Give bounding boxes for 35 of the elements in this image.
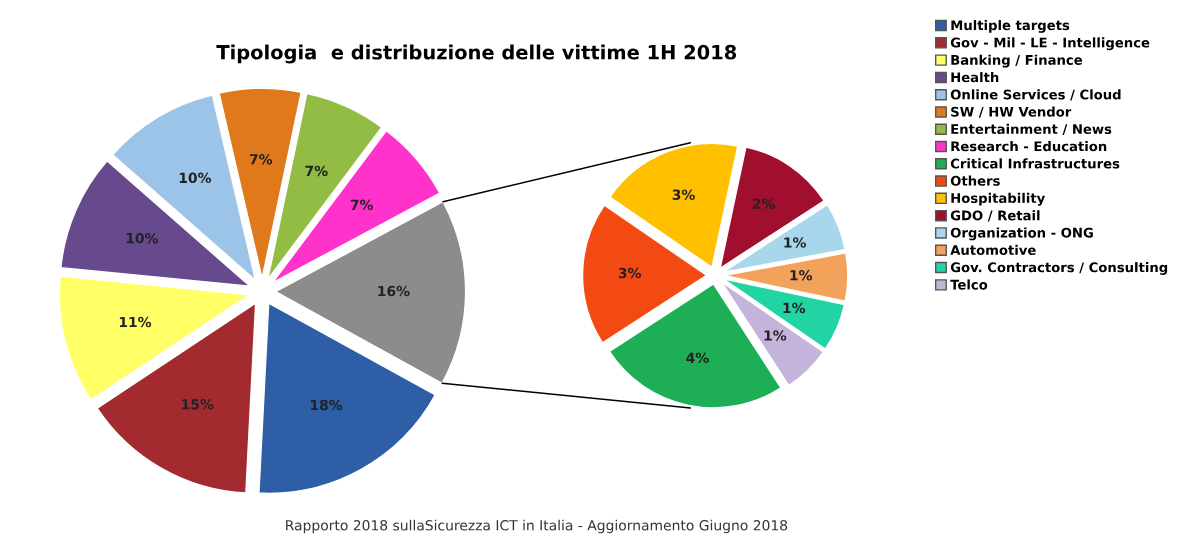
legend-label: Banking / Finance [951, 54, 1083, 68]
data-label: 4% [686, 352, 709, 364]
data-label: 15% [182, 399, 214, 410]
data-label: 3% [618, 267, 642, 279]
legend-label: Gov - Mil - LE - Intelligence [950, 37, 1150, 51]
legend-label: Online Services / Cloud [950, 89, 1121, 101]
data-label: 11% [119, 316, 152, 328]
text: Tipologia e distribuzione delle vittime 1H 2018 [216, 44, 737, 64]
legend-label: SW / HW Vendor [951, 106, 1072, 118]
legend-label: Multiple targets [951, 19, 1070, 33]
data-label: 3% [672, 189, 695, 200]
legend-label: Critical Infrastructures [950, 158, 1120, 169]
data-label: 1% [784, 237, 806, 248]
legend-label: Others [950, 175, 1000, 186]
legend-label: Entertainment / News [951, 123, 1112, 136]
data-label: 7% [350, 199, 374, 211]
legend-label: Research - Education [951, 141, 1107, 152]
data-label: 10% [179, 172, 212, 184]
legend-label: GDO / Retail [950, 210, 1040, 222]
data-label: 1% [783, 302, 806, 314]
legend-label: Organization - ONG [950, 227, 1093, 241]
legend-label: Hospitability [951, 192, 1046, 206]
legend-label: Telco [950, 279, 988, 290]
data-label: 7% [249, 153, 273, 165]
data-label: 1% [764, 330, 787, 341]
data-label: 2% [752, 198, 775, 209]
data-label: 18% [311, 399, 343, 411]
data-label: 1% [790, 270, 813, 281]
data-label: 7% [305, 165, 328, 177]
legend-label: Automotive [950, 244, 1036, 256]
data-label: 10% [126, 232, 159, 244]
legend-label: Health [951, 72, 999, 83]
text: Rapporto 2018 sullaSicurezza ICT in Italia - Aggiornamento Giugno 2018 [286, 519, 788, 534]
data-label: 16% [378, 285, 410, 297]
legend-label: Gov. Contractors / Consulting [950, 262, 1168, 275]
